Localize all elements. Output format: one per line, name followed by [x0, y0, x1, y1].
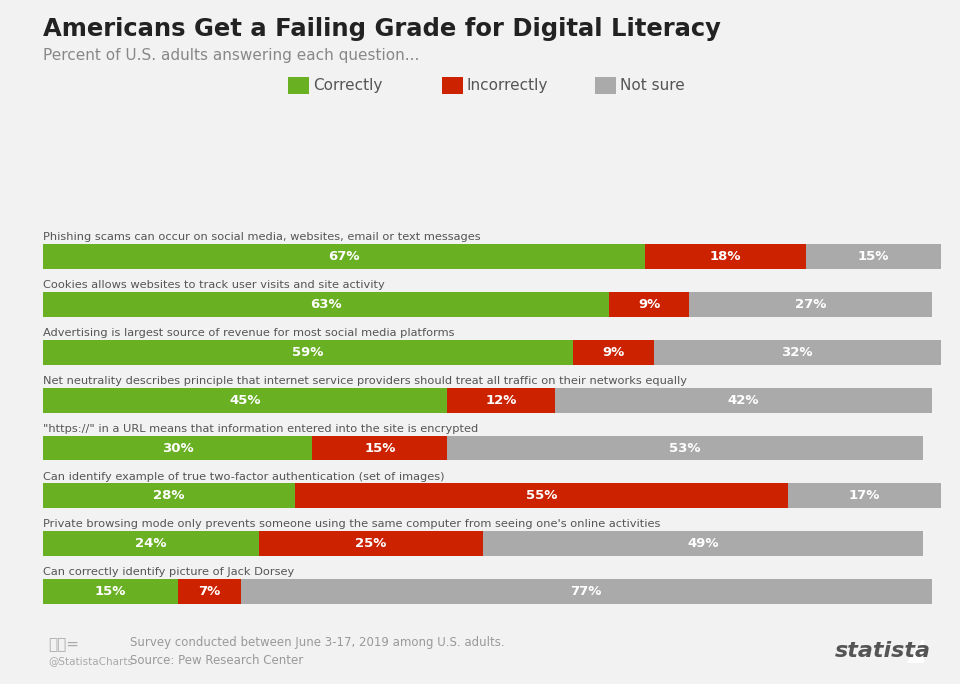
Text: 7%: 7%: [198, 585, 221, 598]
Text: Americans Get a Failing Grade for Digital Literacy: Americans Get a Failing Grade for Digita…: [43, 17, 721, 41]
Text: 25%: 25%: [355, 537, 387, 551]
Text: 77%: 77%: [570, 585, 602, 598]
Bar: [43, 436, 313, 460]
Text: 17%: 17%: [849, 489, 880, 503]
Text: 42%: 42%: [728, 393, 759, 407]
Bar: [609, 292, 689, 317]
Text: Can correctly identify picture of Jack Dorsey: Can correctly identify picture of Jack D…: [43, 567, 295, 577]
Text: 55%: 55%: [526, 489, 557, 503]
Text: 53%: 53%: [669, 441, 701, 455]
Bar: [43, 484, 295, 508]
Text: 15%: 15%: [858, 250, 889, 263]
Bar: [654, 340, 941, 365]
Text: "https://" in a URL means that information entered into the site is encrypted: "https://" in a URL means that informati…: [43, 423, 478, 434]
Text: 49%: 49%: [687, 537, 719, 551]
Text: Survey conducted between June 3-17, 2019 among U.S. adults.: Survey conducted between June 3-17, 2019…: [130, 636, 504, 650]
Text: Advertising is largest source of revenue for most social media platforms: Advertising is largest source of revenue…: [43, 328, 455, 338]
Text: 15%: 15%: [364, 441, 396, 455]
Bar: [178, 579, 241, 604]
Text: 24%: 24%: [135, 537, 167, 551]
Text: 28%: 28%: [153, 489, 184, 503]
Text: Not sure: Not sure: [620, 78, 684, 93]
Bar: [447, 436, 923, 460]
Bar: [43, 340, 573, 365]
Text: Source: Pew Research Center: Source: Pew Research Center: [130, 653, 302, 667]
Bar: [447, 388, 555, 412]
Text: ⓒⓘ=: ⓒⓘ=: [48, 637, 79, 652]
Text: @StatistaCharts: @StatistaCharts: [48, 657, 133, 666]
Bar: [43, 531, 258, 556]
Text: Can identify example of true two-factor authentication (set of images): Can identify example of true two-factor …: [43, 471, 444, 482]
Bar: [644, 244, 806, 269]
Text: 32%: 32%: [781, 345, 813, 359]
Text: Correctly: Correctly: [313, 78, 382, 93]
Bar: [43, 579, 178, 604]
Text: Cookies allows websites to track user visits and site activity: Cookies allows websites to track user vi…: [43, 280, 385, 290]
Bar: [43, 292, 609, 317]
Text: Net neutrality describes principle that internet service providers should treat : Net neutrality describes principle that …: [43, 376, 687, 386]
Text: 45%: 45%: [229, 393, 261, 407]
Text: 63%: 63%: [310, 298, 342, 311]
Text: 9%: 9%: [638, 298, 660, 311]
Bar: [806, 244, 941, 269]
Text: Percent of U.S. adults answering each question...: Percent of U.S. adults answering each qu…: [43, 48, 420, 63]
Text: Incorrectly: Incorrectly: [467, 78, 548, 93]
Text: 18%: 18%: [709, 250, 741, 263]
Bar: [573, 340, 654, 365]
Bar: [43, 244, 644, 269]
Bar: [483, 531, 923, 556]
Text: 30%: 30%: [162, 441, 194, 455]
Text: 27%: 27%: [795, 298, 827, 311]
Bar: [555, 388, 932, 412]
Text: 12%: 12%: [486, 393, 516, 407]
Text: 67%: 67%: [328, 250, 360, 263]
Bar: [43, 388, 447, 412]
Text: 9%: 9%: [602, 345, 624, 359]
Text: 15%: 15%: [95, 585, 126, 598]
Bar: [241, 579, 932, 604]
Polygon shape: [907, 639, 923, 662]
Bar: [689, 292, 932, 317]
Bar: [313, 436, 447, 460]
Text: Phishing scams can occur on social media, websites, email or text messages: Phishing scams can occur on social media…: [43, 232, 481, 242]
Text: 59%: 59%: [292, 345, 324, 359]
Bar: [788, 484, 941, 508]
Bar: [295, 484, 788, 508]
Text: statista: statista: [835, 641, 931, 661]
Bar: [258, 531, 483, 556]
Text: Private browsing mode only prevents someone using the same computer from seeing : Private browsing mode only prevents some…: [43, 519, 660, 529]
